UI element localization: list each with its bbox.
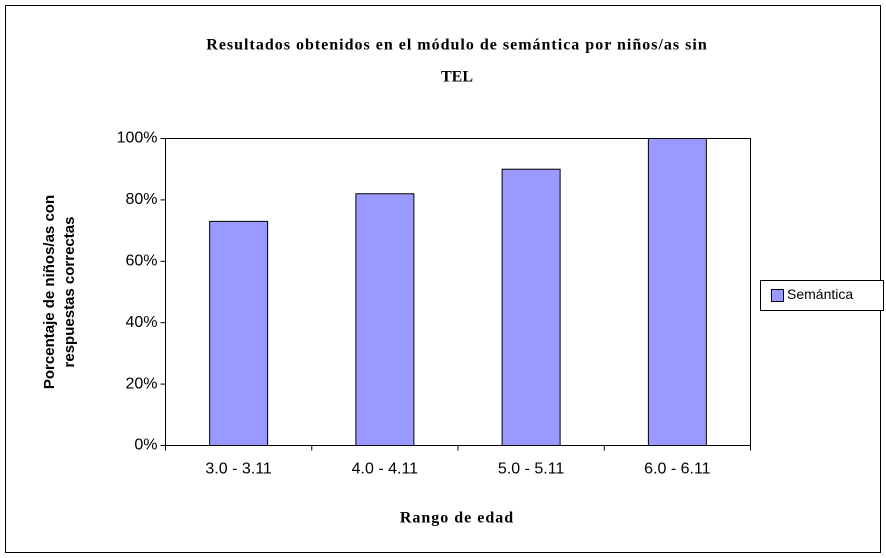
x-axis-label: Rango de edad [400,510,514,527]
y-tick-label: 40% [125,314,157,331]
y-tick-label: 0% [134,437,157,454]
y-tick-label: 20% [125,375,157,392]
y-axis-label-line: Porcentaje de niños/as con [41,195,58,389]
x-tick-label: 6.0 - 6.11 [644,461,711,478]
y-axis-label: Porcentaje de niños/as con respuestas co… [41,195,78,389]
bar [501,168,561,446]
bar [355,193,415,446]
x-tick-label: 3.0 - 3.11 [205,461,272,478]
legend-label: Semántica [787,286,853,302]
y-tick-label: 100% [117,130,158,147]
chart-title: Resultados obtenidos en el módulo de sem… [206,37,707,54]
y-tick-label: 80% [125,191,157,208]
chart-title: TEL [441,69,473,86]
legend-swatch [771,289,784,302]
bar [647,138,707,446]
x-tick-label: 4.0 - 4.11 [352,461,419,478]
y-tick-label: 60% [125,253,157,270]
x-tick-label: 5.0 - 5.11 [498,461,565,478]
y-axis-label-line: respuestas correctas [61,217,78,368]
bar [209,220,269,446]
